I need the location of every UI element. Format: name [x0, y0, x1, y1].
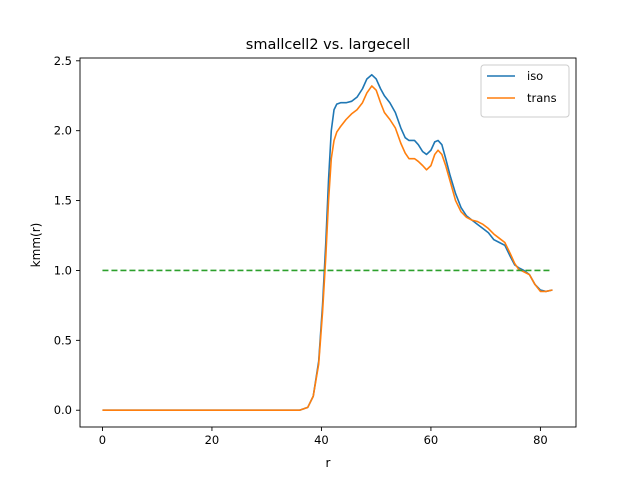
y-tick-label: 2.0 — [54, 124, 72, 138]
series-line-trans — [102, 85, 553, 412]
legend-label-trans: trans — [527, 91, 557, 105]
legend-box — [480, 64, 570, 118]
x-tick-label: 80 — [533, 433, 548, 447]
x-axis-label: r — [326, 456, 331, 470]
legend: iso trans — [480, 64, 570, 118]
x-tick-label: 40 — [314, 433, 329, 447]
y-tick-label: 1.5 — [54, 194, 72, 208]
y-axis-label: kmm(r) — [29, 223, 43, 268]
y-tick-label: 1.0 — [54, 263, 72, 277]
series-line-iso — [102, 73, 553, 412]
plot-frame — [79, 57, 577, 428]
plot-area: 0 20 40 60 80 0.0 0.5 1.0 1.5 2.0 2.5 — [54, 54, 577, 447]
x-tick-label: 60 — [424, 433, 439, 447]
x-tick-label: 0 — [99, 433, 106, 447]
y-tick-label: 0.5 — [54, 333, 72, 347]
x-tick-label: 20 — [205, 433, 220, 447]
y-tick-label: 0.0 — [54, 403, 72, 417]
y-tick-label: 2.5 — [54, 54, 72, 68]
legend-label-iso: iso — [527, 69, 543, 83]
chart-title: smallcell2 vs. largecell — [246, 37, 410, 53]
